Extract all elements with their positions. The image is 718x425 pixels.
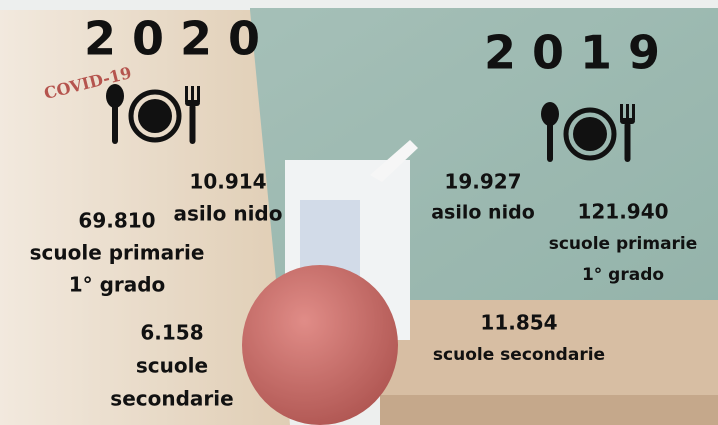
- item-label: 1° grado: [69, 273, 166, 297]
- item-value: 6.158: [140, 321, 203, 345]
- item-value: 121.940: [577, 200, 668, 224]
- item-label: scuole primarie: [30, 241, 205, 265]
- item-value: 10.914: [189, 170, 266, 194]
- item-value: 69.810: [78, 209, 155, 233]
- item-label: scuole primarie: [549, 234, 698, 254]
- item-label: asilo nido: [174, 202, 283, 226]
- year-title: 2 0 2 0: [84, 12, 260, 66]
- item-label: secondarie: [110, 387, 233, 411]
- year-title: 2 0 1 9: [484, 26, 660, 80]
- item-value: 19.927: [444, 170, 521, 194]
- item-value: 11.854: [480, 311, 557, 335]
- item-label: 1° grado: [582, 265, 664, 285]
- item-label: scuole secondarie: [433, 345, 605, 365]
- item-label: asilo nido: [431, 202, 535, 224]
- item-label: scuole: [136, 354, 208, 378]
